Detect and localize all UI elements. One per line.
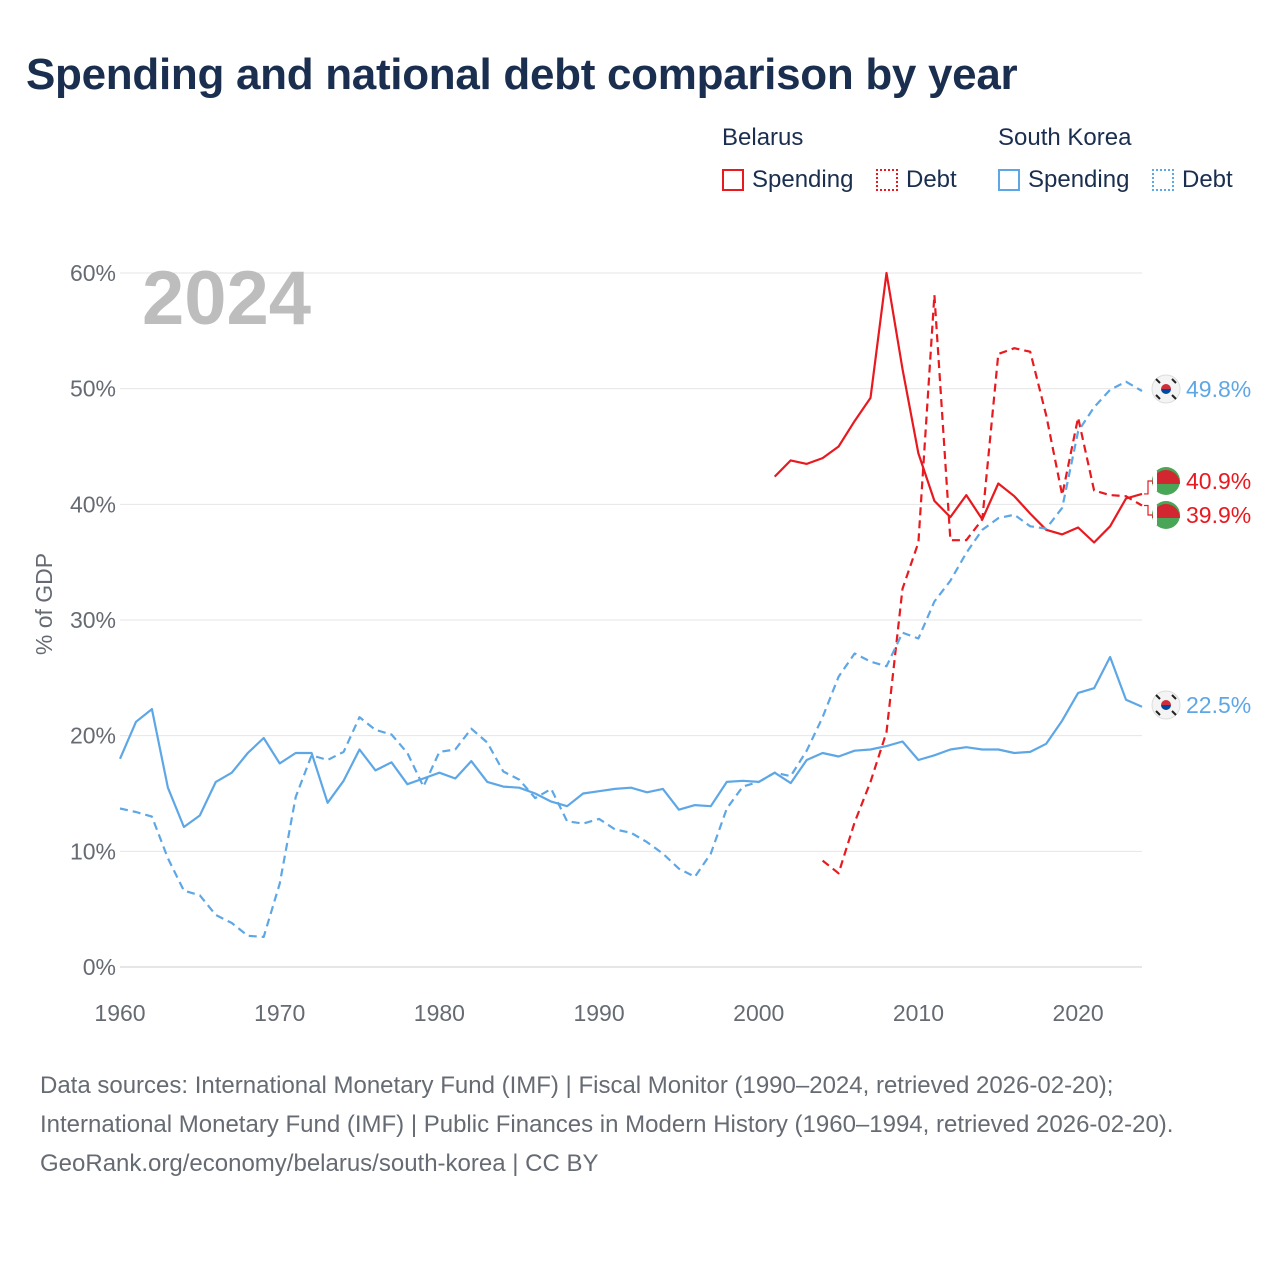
x-tick-label: 2020 <box>1053 1000 1104 1026</box>
end-value-label: 40.9% <box>1186 468 1251 494</box>
end-labels: 40.9% 39.9% 22.5% 49.8% <box>1144 374 1251 720</box>
x-tick-label: 1990 <box>573 1000 624 1026</box>
end-label-connector <box>1144 504 1154 516</box>
footer: Data sources: International Monetary Fun… <box>40 1066 1240 1183</box>
y-tick-label: 60% <box>70 260 116 286</box>
legend-label: Debt <box>1182 166 1233 193</box>
end-value-label: 49.8% <box>1186 376 1251 402</box>
y-tick-label: 40% <box>70 491 116 517</box>
legend-south-korea-spending[interactable]: Spending <box>998 166 1129 194</box>
legend-label: Debt <box>906 166 957 193</box>
series-line-south-korea-debt <box>119 380 1143 938</box>
end-label-connector <box>1144 480 1154 495</box>
legend-group-belarus: Belarus <box>722 124 804 151</box>
legend-label: Spending <box>1028 166 1130 193</box>
y-tick-label: 50% <box>70 376 116 402</box>
chart-title: Spending and national debt comparison by… <box>26 50 1018 99</box>
legend-belarus-spending[interactable]: Spending <box>722 166 853 194</box>
series-line-belarus-spending <box>773 271 1143 544</box>
y-axis-ticks: 0% 10% 20% 30% 40% 50% 60% <box>70 260 116 980</box>
gridlines <box>120 272 1142 968</box>
y-tick-label: 0% <box>83 954 116 980</box>
credit-link[interactable]: GeoRank.org/economy/belarus/south-korea … <box>40 1150 599 1177</box>
legend-belarus-debt[interactable]: Debt <box>876 166 957 194</box>
x-tick-label: 2000 <box>733 1000 784 1026</box>
x-axis-ticks: 1960 1970 1980 1990 2000 2010 2020 <box>94 1000 1103 1026</box>
y-axis-label: % of GDP <box>31 553 57 655</box>
data-sources: Data sources: International Monetary Fun… <box>40 1072 1174 1138</box>
y-tick-label: 30% <box>70 607 116 633</box>
legend-swatch-solid-icon <box>722 169 744 191</box>
belarus-flag-icon <box>1152 467 1180 495</box>
year-label: 2024 <box>142 256 311 341</box>
line-chart: 0% 10% 20% 30% 40% 50% 60% 1960 1970 1980 1990 200… <box>31 256 1251 1026</box>
x-tick-label: 1960 <box>94 1000 145 1026</box>
legend-group-south-korea: South Korea <box>998 124 1132 151</box>
y-tick-label: 20% <box>70 723 116 749</box>
south-korea-flag-icon <box>1151 690 1181 720</box>
y-tick-label: 10% <box>70 838 116 864</box>
legend-swatch-dotted-icon <box>1152 169 1174 191</box>
south-korea-flag-icon <box>1151 374 1181 404</box>
legend-label: Spending <box>752 166 854 193</box>
belarus-flag-icon <box>1152 501 1180 529</box>
end-value-label: 39.9% <box>1186 502 1251 528</box>
series-line-south-korea-spending <box>118 655 1143 829</box>
x-tick-label: 1980 <box>414 1000 465 1026</box>
x-tick-label: 1970 <box>254 1000 305 1026</box>
legend-south-korea-debt[interactable]: Debt <box>1152 166 1233 194</box>
series-line-belarus-debt <box>821 293 1143 875</box>
legend-swatch-dotted-icon <box>876 169 898 191</box>
legend-swatch-solid-icon <box>998 169 1020 191</box>
series-lines <box>118 271 1143 938</box>
x-tick-label: 2010 <box>893 1000 944 1026</box>
end-value-label: 22.5% <box>1186 692 1251 718</box>
